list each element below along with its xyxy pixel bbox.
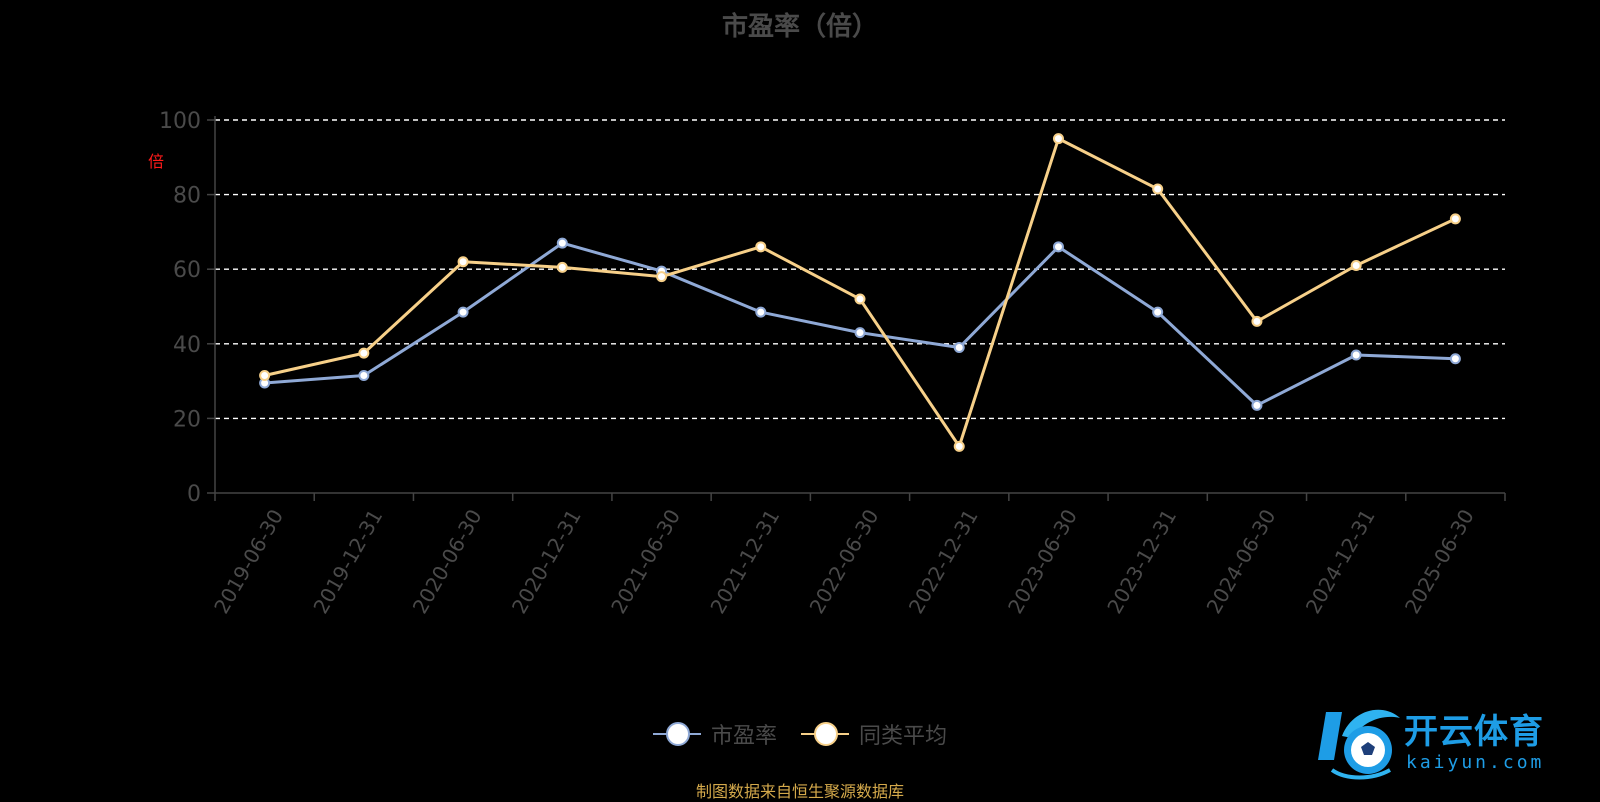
x-tick-label: 2022-12-31: [904, 505, 983, 618]
x-tick-label: 2021-06-30: [606, 505, 685, 618]
logo-domain: kaiyun.com: [1406, 752, 1545, 773]
x-tick-label: 2025-06-30: [1400, 505, 1479, 618]
legend-item-peer-average[interactable]: 同类平均: [801, 718, 947, 750]
y-tick-label: 40: [173, 333, 201, 358]
series-layer: [259, 133, 1461, 452]
legend-item-pe[interactable]: 市盈率: [652, 718, 777, 750]
axes: 0 20 40 60 80 100 2019-06-30 2019-12-31 2020-06-…: [159, 109, 1506, 618]
data-point: [1449, 353, 1461, 365]
data-point: [854, 293, 866, 305]
chart-legend: 市盈率 同类平均: [0, 718, 1600, 750]
x-tick-label: 2024-06-30: [1202, 505, 1281, 618]
y-tick-label: 80: [173, 184, 201, 209]
legend-label-pe: 市盈率: [710, 724, 777, 749]
data-point: [358, 347, 370, 359]
x-tick-label: 2019-12-31: [308, 505, 387, 618]
data-point: [1350, 349, 1362, 361]
data-point: [457, 256, 469, 268]
data-point: [755, 241, 767, 253]
data-point: [358, 370, 370, 382]
legend-marker-pe: [652, 721, 701, 747]
logo-name: 开云体育: [1404, 712, 1544, 752]
y-tick-label: 100: [159, 109, 201, 134]
data-point: [1251, 315, 1263, 327]
x-tick-label: 2023-06-30: [1003, 505, 1082, 618]
x-tick-label: 2023-12-31: [1102, 505, 1181, 618]
y-tick-label: 20: [173, 407, 201, 432]
chart-title: 市盈率（倍）: [721, 12, 878, 42]
data-point: [854, 327, 866, 339]
data-point: [1052, 241, 1064, 253]
data-point: [556, 237, 568, 249]
series-line: [264, 137, 1457, 448]
kaiyun-soccer-logo-icon: [1318, 709, 1400, 780]
series-line: [264, 241, 1456, 407]
x-tick-label: 2020-06-30: [408, 505, 487, 618]
data-point: [656, 271, 668, 283]
grid-layer: [215, 119, 1505, 420]
data-point: [1350, 259, 1362, 271]
kaiyun-logo: 开云体育 kaiyun.com: [1312, 700, 1594, 782]
data-point: [259, 370, 271, 382]
legend-label-peer-average: 同类平均: [859, 724, 948, 749]
x-tick-label: 2019-06-30: [209, 505, 288, 618]
x-tick-label: 2021-12-31: [705, 505, 784, 618]
series-1: [259, 133, 1461, 452]
data-point: [953, 440, 965, 452]
data-point: [1251, 399, 1263, 411]
series-0: [259, 237, 1461, 411]
y-tick-label: 0: [187, 482, 201, 507]
data-point: [953, 342, 965, 354]
x-tick-label: 2024-12-31: [1301, 505, 1380, 618]
y-tick-label: 60: [173, 258, 201, 283]
data-source-note: 制图数据来自恒生聚源数据库: [695, 782, 904, 801]
data-point: [556, 261, 568, 273]
data-point: [457, 306, 469, 318]
x-tick-label: 2020-12-31: [507, 505, 586, 618]
data-point: [1152, 183, 1164, 195]
x-tick-label: 2022-06-30: [805, 505, 884, 618]
data-point: [1052, 133, 1064, 145]
data-point: [1449, 213, 1461, 225]
data-point: [1152, 306, 1164, 318]
data-point: [755, 306, 767, 318]
legend-marker-peer-average: [801, 721, 849, 747]
y-axis-label: 倍: [148, 152, 165, 171]
